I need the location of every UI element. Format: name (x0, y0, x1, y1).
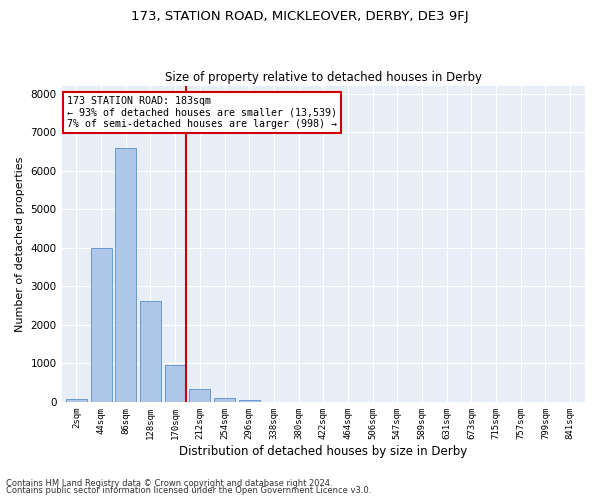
Bar (214, 398, 235, 402)
Bar (115, 148, 136, 402)
Text: Contains HM Land Registry data © Crown copyright and database right 2024.: Contains HM Land Registry data © Crown c… (6, 478, 332, 488)
Bar (140, 301, 161, 402)
Text: 173, STATION ROAD, MICKLEOVER, DERBY, DE3 9FJ: 173, STATION ROAD, MICKLEOVER, DERBY, DE… (131, 10, 469, 23)
X-axis label: Distribution of detached houses by size in Derby: Distribution of detached houses by size … (179, 444, 467, 458)
Text: Contains public sector information licensed under the Open Government Licence v3: Contains public sector information licen… (6, 486, 371, 495)
Bar (66, 399, 87, 402)
Bar (91, 248, 112, 402)
Bar (190, 389, 211, 402)
Title: Size of property relative to detached houses in Derby: Size of property relative to detached ho… (165, 70, 482, 84)
Text: 173 STATION ROAD: 183sqm
← 93% of detached houses are smaller (13,539)
7% of sem: 173 STATION ROAD: 183sqm ← 93% of detach… (67, 96, 337, 128)
Y-axis label: Number of detached properties: Number of detached properties (15, 156, 25, 332)
Bar (164, 365, 185, 402)
Bar (239, 400, 260, 402)
